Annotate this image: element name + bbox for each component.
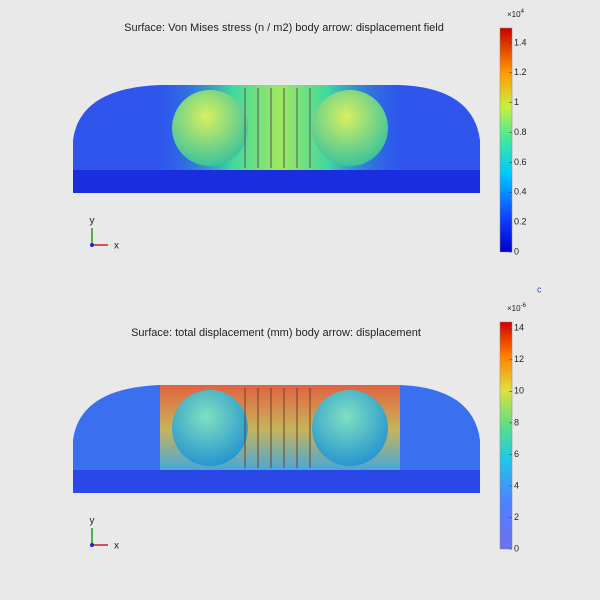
colorbar-tick-label: 4 (514, 480, 519, 490)
multiplier: ×10 (507, 304, 521, 313)
marker: c (537, 284, 542, 294)
axis-z (90, 243, 94, 247)
colorbar-tick-label: 10 (514, 386, 524, 396)
axis-label: y (90, 216, 95, 227)
colorbar-tick-label: 0.8 (514, 127, 527, 137)
colorbar-tick-label: 1.2 (514, 67, 527, 77)
colorbar-tick-label: 0.4 (514, 187, 527, 197)
axis-z (90, 543, 94, 547)
colorbar-exponent: ×10-6 (507, 303, 527, 314)
colorbar-tick-label: 0 (514, 246, 519, 256)
colorbar (499, 27, 513, 253)
colorbar (499, 321, 513, 550)
colorbar-tick-label: 14 (514, 323, 524, 333)
axis-label: y (90, 516, 95, 527)
plates (244, 88, 311, 168)
plates (244, 388, 311, 468)
exponent: 4 (521, 9, 525, 15)
colorbar-tick-label: 0.2 (514, 217, 527, 227)
colorbar-tick-label: 0.6 (514, 157, 527, 167)
colorbar-exponent: ×104 (507, 9, 525, 20)
sphere (172, 90, 248, 166)
plot-title: Surface: total displacement (mm) body ar… (131, 327, 421, 339)
axis-label: x (114, 241, 119, 252)
colorbar-tick-label: 1.4 (514, 37, 527, 47)
sphere (312, 90, 388, 166)
colorbar-tick-label: 0 (514, 543, 519, 553)
plot-1: Surface: Von Mises stress (n / m2) body … (73, 9, 525, 253)
colorbar-tick-label: 8 (514, 417, 519, 427)
colorbar-tick-label: 1 (514, 97, 519, 107)
sphere (172, 390, 248, 466)
colorbar-tick-label: 6 (514, 449, 519, 459)
colorbar-tick-label: 12 (514, 354, 524, 364)
model-base (73, 470, 480, 493)
multiplier: ×10 (507, 10, 521, 19)
axis-label: x (114, 541, 119, 552)
model-base (73, 170, 480, 193)
colorbar-tick-label: 2 (514, 512, 519, 522)
sphere (312, 390, 388, 466)
plot-2: Surface: total displacement (mm) body ar… (73, 303, 527, 552)
exponent: -6 (521, 303, 527, 309)
plot-title: Surface: Von Mises stress (n / m2) body … (124, 22, 444, 34)
